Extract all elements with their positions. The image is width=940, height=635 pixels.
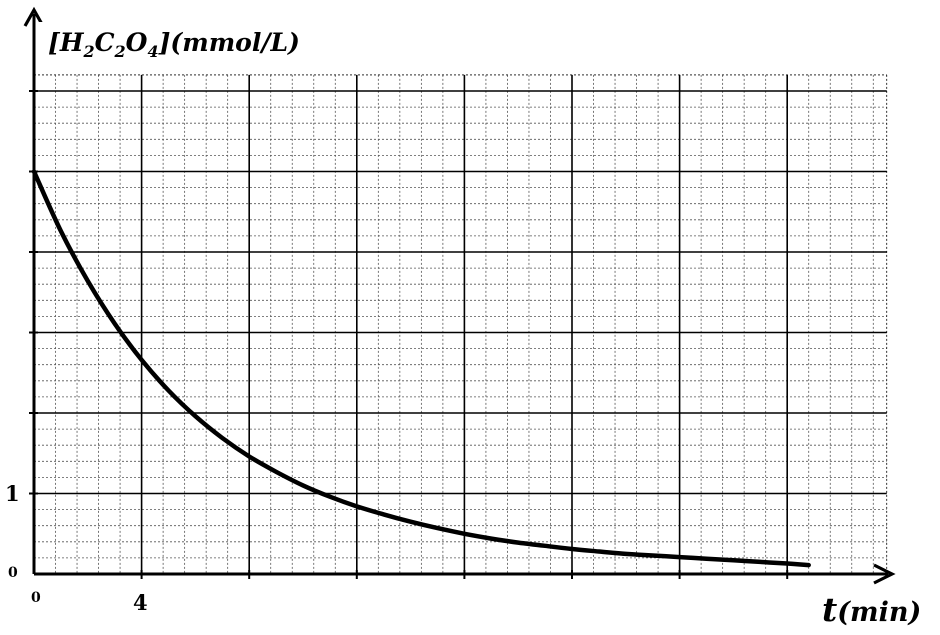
grid-major <box>34 74 887 574</box>
concentration-curve <box>31 169 811 568</box>
x-axis-arrow <box>873 563 896 585</box>
y-origin-label: 0 <box>8 565 18 581</box>
y-tick-label-1: 1 <box>5 481 20 506</box>
grid-minor <box>34 74 888 574</box>
data-series <box>31 169 811 568</box>
y-axis-arrow <box>23 6 45 27</box>
x-axis-label: t(min) <box>822 590 922 629</box>
y-axis-label: [H2C2O4](mmol/L) <box>38 22 366 64</box>
axes <box>23 6 896 585</box>
x-origin-label: 0 <box>31 590 41 606</box>
x-tick-label-4: 4 <box>133 590 148 615</box>
